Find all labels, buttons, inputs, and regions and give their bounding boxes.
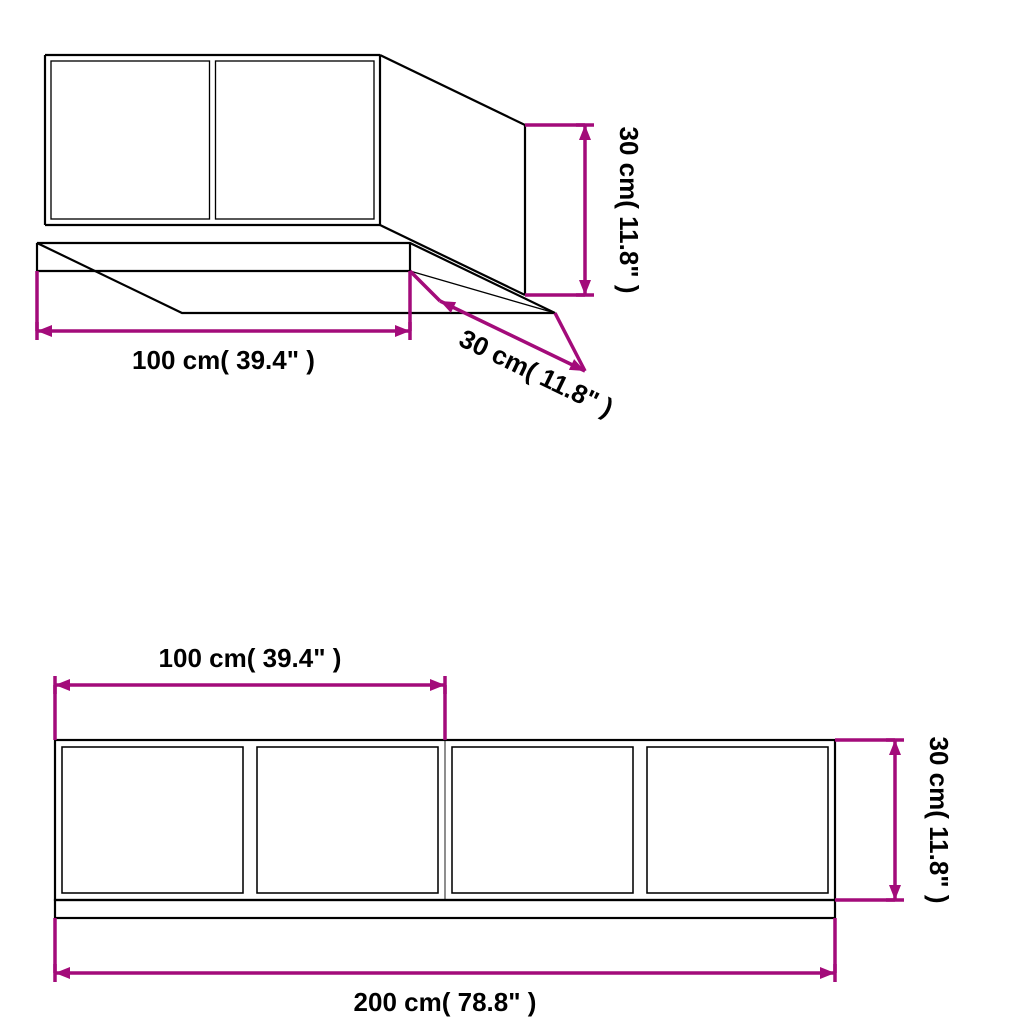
bottom-unit: 100 cm( 39.4" ) 200 cm( 78.8" ) 30 cm( 11.… <box>55 643 954 1017</box>
top-height-label: 30 cm( 11.8" ) <box>614 127 644 294</box>
bottom-section-label: 100 cm( 39.4" ) <box>159 643 342 673</box>
top-width-label: 100 cm( 39.4" ) <box>132 345 315 375</box>
top-depth-label: 30 cm( 11.8" ) <box>455 323 618 423</box>
bottom-height-label: 30 cm( 11.8" ) <box>924 737 954 904</box>
bottom-total-label: 200 cm( 78.8" ) <box>354 987 537 1017</box>
top-unit: 100 cm( 39.4" ) 30 cm( 11.8" ) 30 cm( 11.8… <box>37 55 644 423</box>
